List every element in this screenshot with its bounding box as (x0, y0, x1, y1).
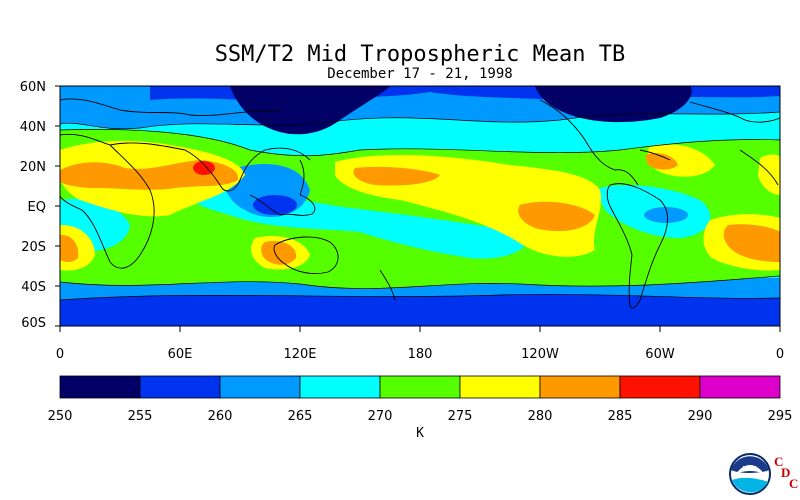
noaa-logo: NOAA C D C (729, 453, 798, 495)
logo-letter: C (774, 454, 783, 469)
lon-label: 0 (776, 347, 784, 362)
latitude-labels: 60N 40N 20N EQ 20S 40S 60S (20, 80, 46, 331)
longitude-labels: 0 60E 120E 180 120W 60W 0 (56, 347, 784, 362)
coastlines (60, 98, 780, 309)
colorbar-swatch (379, 375, 461, 399)
lon-label: 0 (56, 347, 64, 362)
lat-label: 20S (21, 240, 46, 255)
colorbar-unit: K (416, 426, 424, 441)
colorbar-labels: 250 255 260 265 270 275 280 285 290 295 (48, 409, 793, 424)
colorbar-swatch (59, 375, 141, 399)
colorbar-label: 285 (608, 409, 633, 424)
lon-label: 60W (645, 347, 675, 362)
contour-275-280-east-edge (758, 154, 780, 195)
colorbar-label: 270 (368, 409, 393, 424)
contour-lines (60, 111, 780, 301)
contour-250-255-asia (230, 86, 390, 135)
map-title: SSM/T2 Mid Tropospheric Mean TB (215, 42, 626, 67)
colorbar-swatch (459, 375, 541, 399)
lat-label: 40S (21, 280, 46, 295)
colorbar-swatch (139, 375, 221, 399)
contour-280-285-pacific-north (353, 166, 440, 186)
colorbar-swatch (299, 375, 381, 399)
colorbar-swatch (699, 375, 781, 399)
logo-letter: D (781, 465, 790, 480)
colorbar-label: 260 (208, 409, 233, 424)
colorbar-swatch (619, 375, 701, 399)
colorbar-label: 265 (288, 409, 313, 424)
contour-260-265-amazon (644, 207, 688, 223)
lat-label: EQ (28, 200, 46, 215)
colorbar (59, 375, 781, 399)
contour-255-260-indonesia (253, 195, 297, 215)
lat-label: 20N (20, 160, 46, 175)
svg-text:NOAA: NOAA (743, 466, 758, 472)
contour-280-285-caribbean (645, 153, 678, 170)
colorbar-label: 250 (48, 409, 73, 424)
contour-250-255-pacific (535, 86, 692, 123)
colorbar-label: 290 (688, 409, 713, 424)
colorbar-label: 295 (768, 409, 793, 424)
contour-280-285-west-africa (60, 234, 79, 262)
lon-label: 120E (283, 347, 316, 362)
colorbar-label: 280 (528, 409, 553, 424)
lat-label: 40N (20, 120, 46, 135)
lon-label: 120W (521, 347, 559, 362)
colorbar-swatch (219, 375, 301, 399)
lon-label: 180 (408, 347, 433, 362)
map-subtitle: December 17 - 21, 1998 (327, 66, 512, 82)
colorbar-swatch (539, 375, 621, 399)
colorbar-label: 275 (448, 409, 473, 424)
colorbar-label: 255 (128, 409, 153, 424)
contour-280-285-australia (261, 240, 297, 265)
logo-letter: C (789, 476, 798, 491)
longitude-axis (59, 326, 781, 332)
contour-255-260-south (60, 294, 780, 326)
contour-280-285-pacific-south (518, 201, 595, 232)
lat-label: 60S (21, 316, 46, 331)
contour-280-285-atlantic (723, 224, 780, 262)
brightness-temperature-map (60, 86, 780, 326)
latitude-axis (55, 85, 60, 327)
lon-label: 60E (168, 347, 193, 362)
lat-label: 60N (20, 80, 46, 95)
